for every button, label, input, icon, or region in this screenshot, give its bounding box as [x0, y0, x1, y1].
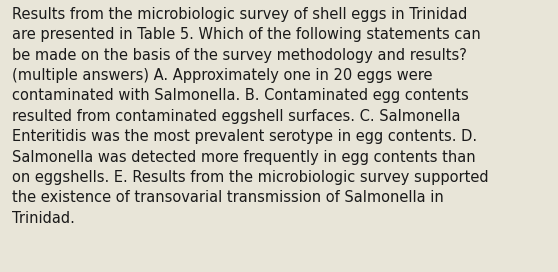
Text: Results from the microbiologic survey of shell eggs in Trinidad
are presented in: Results from the microbiologic survey of… — [12, 7, 489, 226]
